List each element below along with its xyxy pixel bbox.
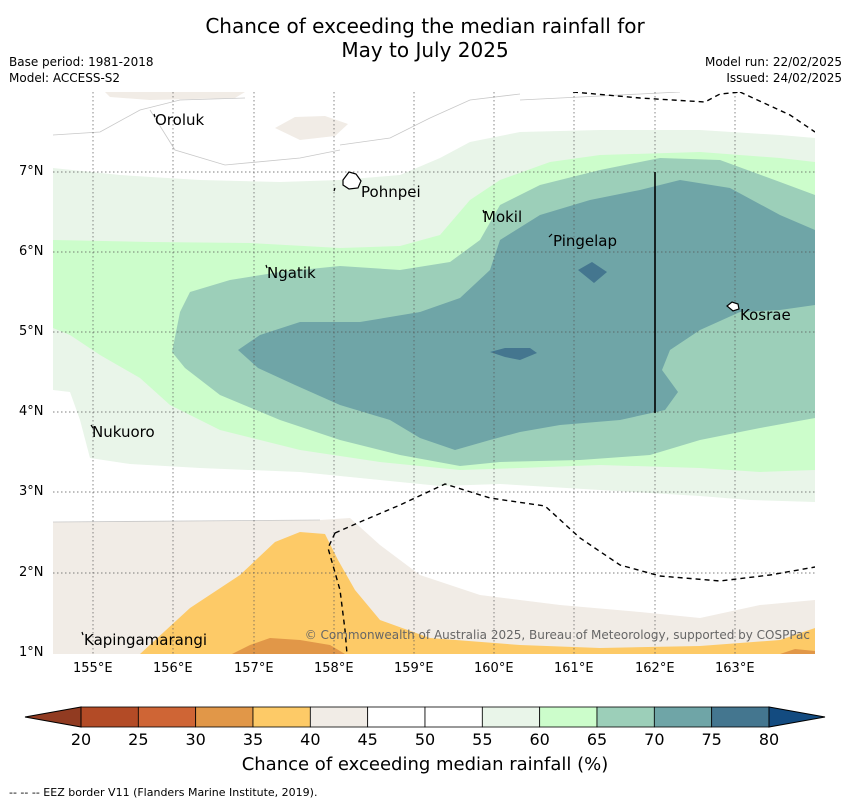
colorbar-tick-label: 30 <box>185 730 206 749</box>
map-title-line-2: May to July 2025 <box>341 38 509 62</box>
lat-label: 2°N <box>19 565 44 580</box>
lat-label: 5°N <box>19 324 44 339</box>
colorbar-segment <box>653 706 713 728</box>
contour-35-40 <box>140 532 815 654</box>
lon-label: 158°E <box>314 661 354 676</box>
lat-label: 4°N <box>19 404 44 419</box>
label-pohnpei: Pohnpei <box>361 183 421 201</box>
lat-label: 3°N <box>19 484 44 499</box>
colorbar-over-arrow <box>768 706 826 728</box>
contour-75-80-b <box>490 348 537 360</box>
lon-label: 155°E <box>73 661 113 676</box>
kosrae-island <box>726 301 740 312</box>
colorbar <box>24 706 826 728</box>
colorbar-segment <box>80 706 139 728</box>
map-title-line-1: Chance of exceeding the median rainfall … <box>205 14 645 38</box>
colorbar-tick-label: 25 <box>128 730 149 749</box>
colorbar-segment <box>539 706 598 728</box>
copyright-credit: © Commonwealth of Australia 2025, Bureau… <box>304 628 810 642</box>
contour-75-80-a <box>578 262 607 283</box>
islands <box>81 113 740 636</box>
eez-legend-note: -- -- -- EEZ border V11 (Flanders Marine… <box>9 786 318 799</box>
lat-label: 1°N <box>19 645 44 660</box>
colorbar-tick-label: 55 <box>472 730 493 749</box>
contour-lines <box>53 92 681 523</box>
lon-label: 160°E <box>474 661 514 676</box>
lat-label: 6°N <box>19 244 44 259</box>
pohnpei-island <box>342 171 362 190</box>
colorbar-segment <box>596 706 655 728</box>
colorbar-segment <box>252 706 311 728</box>
colorbar-tick-label: 70 <box>644 730 665 749</box>
colorbar-tick-label: 50 <box>414 730 436 749</box>
lon-label: 157°E <box>234 661 274 676</box>
colorbar-tick-label: 80 <box>758 730 780 749</box>
rainfall-map <box>53 92 815 654</box>
lon-label: 159°E <box>394 661 434 676</box>
label-nukuoro: Nukuoro <box>92 423 155 441</box>
label-pingelap: Pingelap <box>553 232 618 250</box>
lon-label: 156°E <box>153 661 193 676</box>
lon-label: 163°E <box>715 661 755 676</box>
colorbar-tick-label: 45 <box>357 730 378 749</box>
issued-date: Issued: 24/02/2025 <box>726 71 842 85</box>
label-kapingamarangi: Kapingamarangi <box>84 631 208 649</box>
colorbar-tick-label: 65 <box>586 730 608 749</box>
colorbar-segment <box>137 706 197 728</box>
colorbar-tick-label: 35 <box>242 730 264 749</box>
label-ngatik: Ngatik <box>267 264 316 282</box>
colorbar-tick-label: 20 <box>70 730 92 749</box>
colorbar-segment <box>481 706 541 728</box>
colorbar-under-arrow <box>24 706 82 728</box>
contour-30-35-east <box>780 649 815 654</box>
model-run: Model run: 22/02/2025 <box>704 55 842 69</box>
model-name: Model: ACCESS-S2 <box>9 71 121 85</box>
lon-label: 161°E <box>554 661 594 676</box>
base-period: Base period: 1981-2018 <box>9 55 154 69</box>
colorbar-segment <box>309 706 369 728</box>
colorbar-segment <box>711 706 770 728</box>
colorbar-tick-label: 60 <box>529 730 550 749</box>
colorbar-tick-label: 75 <box>701 730 722 749</box>
contour-40-45-north <box>105 92 245 100</box>
label-oroluk: Oroluk <box>155 111 205 129</box>
colorbar-segment <box>367 706 426 728</box>
colorbar-segment <box>424 706 483 728</box>
graticule <box>53 92 815 654</box>
colorbar-segments <box>80 706 770 728</box>
colorbar-label: Chance of exceeding median rainfall (%) <box>241 754 609 775</box>
contour-40-45-oroluk <box>275 116 348 140</box>
label-mokil: Mokil <box>483 208 523 226</box>
colorbar-segment <box>195 706 254 728</box>
eez-border <box>327 92 815 654</box>
contour-30-35 <box>232 638 345 654</box>
label-kosrae: Kosrae <box>740 306 791 324</box>
lat-label: 7°N <box>19 164 44 179</box>
contour-70-75 <box>238 180 815 450</box>
lon-label: 162°E <box>635 661 675 676</box>
colorbar-tick-label: 40 <box>300 730 321 749</box>
